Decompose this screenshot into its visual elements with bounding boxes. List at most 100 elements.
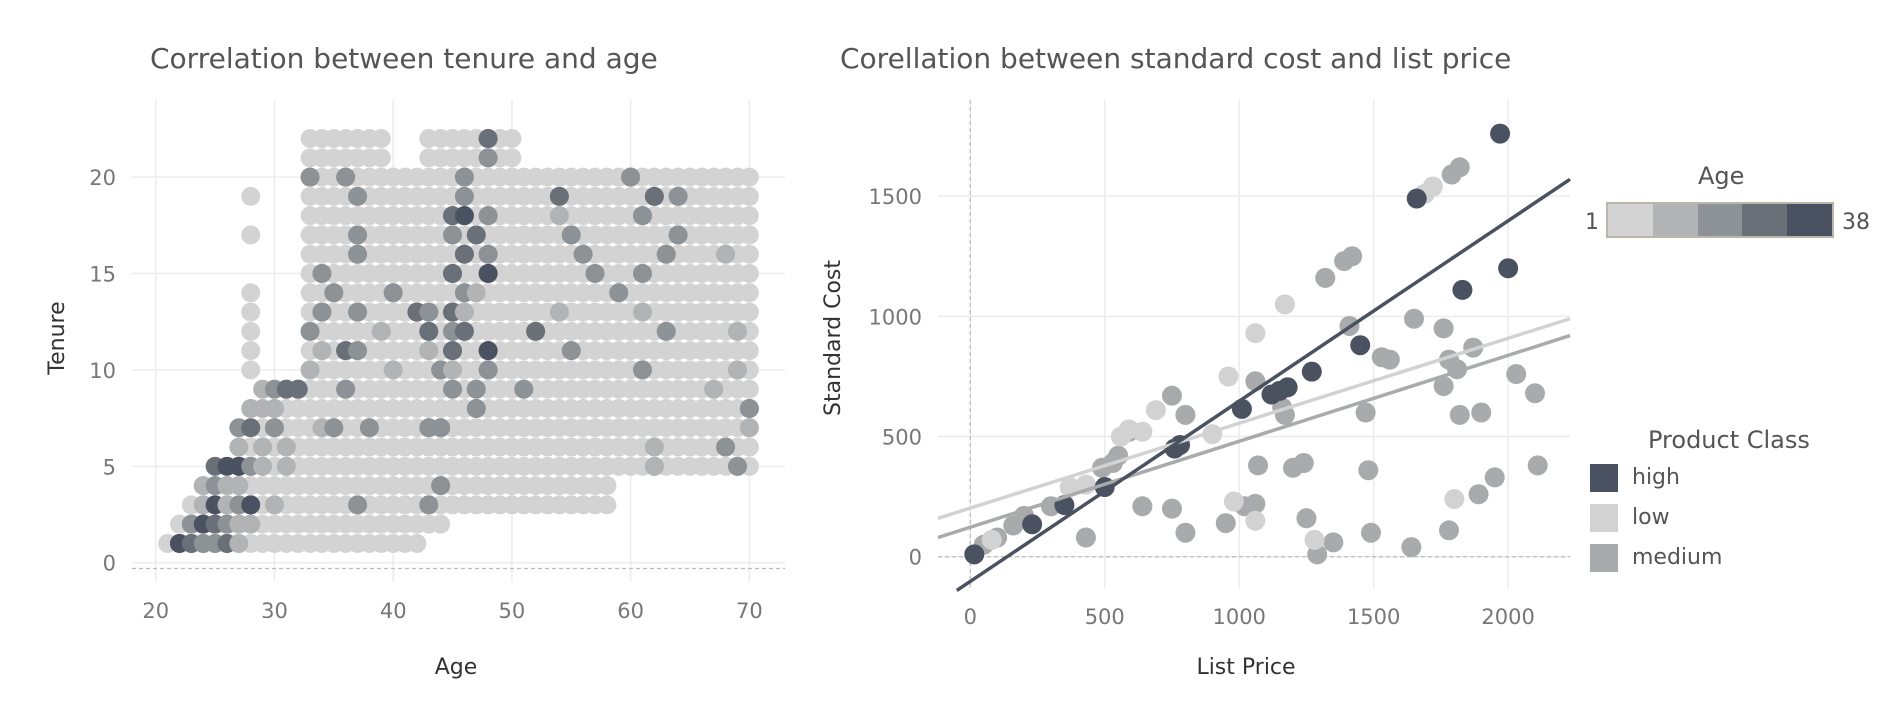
- chart1-point: [739, 167, 759, 187]
- chart1-point: [431, 476, 451, 496]
- chart1-point: [739, 418, 759, 438]
- chart2-point-low: [1245, 510, 1266, 531]
- chart2-x-tick-label: 1000: [1212, 605, 1265, 629]
- chart1-point: [229, 533, 249, 553]
- chart1-point: [443, 264, 463, 284]
- chart1-point: [739, 437, 759, 457]
- chart1-point: [633, 360, 653, 380]
- chart1-point: [739, 341, 759, 361]
- chart1-point: [348, 302, 368, 322]
- chart1-point: [739, 186, 759, 206]
- chart2-y-tick-label: 0: [909, 546, 922, 570]
- age-scale-swatch: [1742, 204, 1788, 236]
- chart1-point: [597, 495, 617, 515]
- chart2-point-medium: [1315, 267, 1336, 288]
- chart1-point: [312, 302, 332, 322]
- chart1-point: [264, 418, 284, 438]
- chart2-point-low: [1304, 529, 1325, 550]
- chart1-point: [383, 360, 403, 380]
- chart1-point: [348, 341, 368, 361]
- chart2-x-tick-label: 2000: [1481, 605, 1534, 629]
- chart2-point-low: [1132, 421, 1153, 442]
- chart1-point: [716, 244, 736, 264]
- chart2-trendline-medium: [937, 333, 1571, 540]
- chart1-point: [241, 302, 261, 322]
- chart1-point: [419, 302, 439, 322]
- chart1-point: [371, 148, 391, 168]
- chart1-point: [336, 167, 356, 187]
- chart2-x-tick-label: 1500: [1347, 605, 1400, 629]
- chart2-point-medium: [1438, 520, 1459, 541]
- chart1-point: [633, 302, 653, 322]
- chart1-point: [502, 148, 522, 168]
- chart2-point-low: [1274, 294, 1295, 315]
- chart1-point: [739, 244, 759, 264]
- chart1-point: [454, 206, 474, 226]
- chart1-x-tick-label: 30: [261, 599, 288, 623]
- chart1-point: [739, 264, 759, 284]
- product-class-label-medium: medium: [1632, 545, 1723, 570]
- chart2-x-tick-label: 500: [1085, 605, 1125, 629]
- chart1-point: [241, 495, 261, 515]
- chart2-point-medium: [1433, 376, 1454, 397]
- chart2-point-medium: [1323, 532, 1344, 553]
- chart1-point: [454, 167, 474, 187]
- chart1-point: [241, 514, 261, 534]
- chart1-point: [668, 225, 688, 245]
- age-scale-swatch: [1787, 204, 1832, 236]
- chart2-point-medium: [1293, 452, 1314, 473]
- chart1-point: [454, 302, 474, 322]
- chart1-points: [158, 129, 759, 553]
- chart2-point-medium: [1296, 508, 1317, 529]
- chart1-point: [739, 225, 759, 245]
- product-class-swatch-low: [1590, 504, 1618, 532]
- chart2-point-high: [1452, 279, 1473, 300]
- chart1-point: [348, 225, 368, 245]
- chart2-point-medium: [1075, 527, 1096, 548]
- chart1-point: [621, 167, 641, 187]
- chart1-point: [407, 533, 427, 553]
- chart2-y-axis-title: Standard Cost: [821, 260, 846, 416]
- chart1-point: [241, 283, 261, 303]
- chart2-point-medium: [1506, 364, 1527, 385]
- chart2-point-medium: [1468, 484, 1489, 505]
- chart1-x-tick-label: 60: [617, 599, 644, 623]
- chart1-point: [478, 264, 498, 284]
- chart1-point: [466, 398, 486, 418]
- chart2-point-medium: [1360, 522, 1381, 543]
- chart1-y-tick-label: 5: [103, 455, 116, 479]
- product-class-label-low: low: [1632, 505, 1670, 530]
- chart1-point: [668, 186, 688, 206]
- chart1-point: [644, 186, 664, 206]
- chart1-x-tick-label: 50: [499, 599, 526, 623]
- chart1-point: [716, 437, 736, 457]
- chart2-ticks: 0 500 1000 1500 2000 0 500 1000 1500: [869, 185, 1535, 629]
- product-class-swatch-high: [1590, 464, 1618, 492]
- chart2-point-low: [1223, 491, 1244, 512]
- chart1-point: [526, 321, 546, 341]
- chart1-point: [739, 206, 759, 226]
- chart1-y-tick-label: 20: [89, 166, 116, 190]
- chart1-point: [348, 495, 368, 515]
- chart1-point: [454, 186, 474, 206]
- chart2-y-tick-label: 1000: [869, 305, 922, 329]
- chart1-point: [478, 129, 498, 149]
- age-scale-swatch: [1652, 204, 1698, 236]
- chart1-point: [561, 341, 581, 361]
- chart1-point: [336, 379, 356, 399]
- chart1-point: [324, 418, 344, 438]
- chart1-point: [573, 244, 593, 264]
- chart1-point: [585, 264, 605, 284]
- chart2-point-medium: [1161, 498, 1182, 519]
- chart1-point: [348, 244, 368, 264]
- chart1-point: [419, 321, 439, 341]
- chart1-point: [478, 206, 498, 226]
- product-class-legend-title: Product Class: [1648, 426, 1810, 454]
- chart1-point: [478, 244, 498, 264]
- chart1-y-tick-label: 15: [89, 263, 116, 287]
- age-color-scale: [1606, 202, 1834, 238]
- chart2-point-low: [1444, 489, 1465, 510]
- chart1-point: [443, 379, 463, 399]
- chart2-point-medium: [1484, 467, 1505, 488]
